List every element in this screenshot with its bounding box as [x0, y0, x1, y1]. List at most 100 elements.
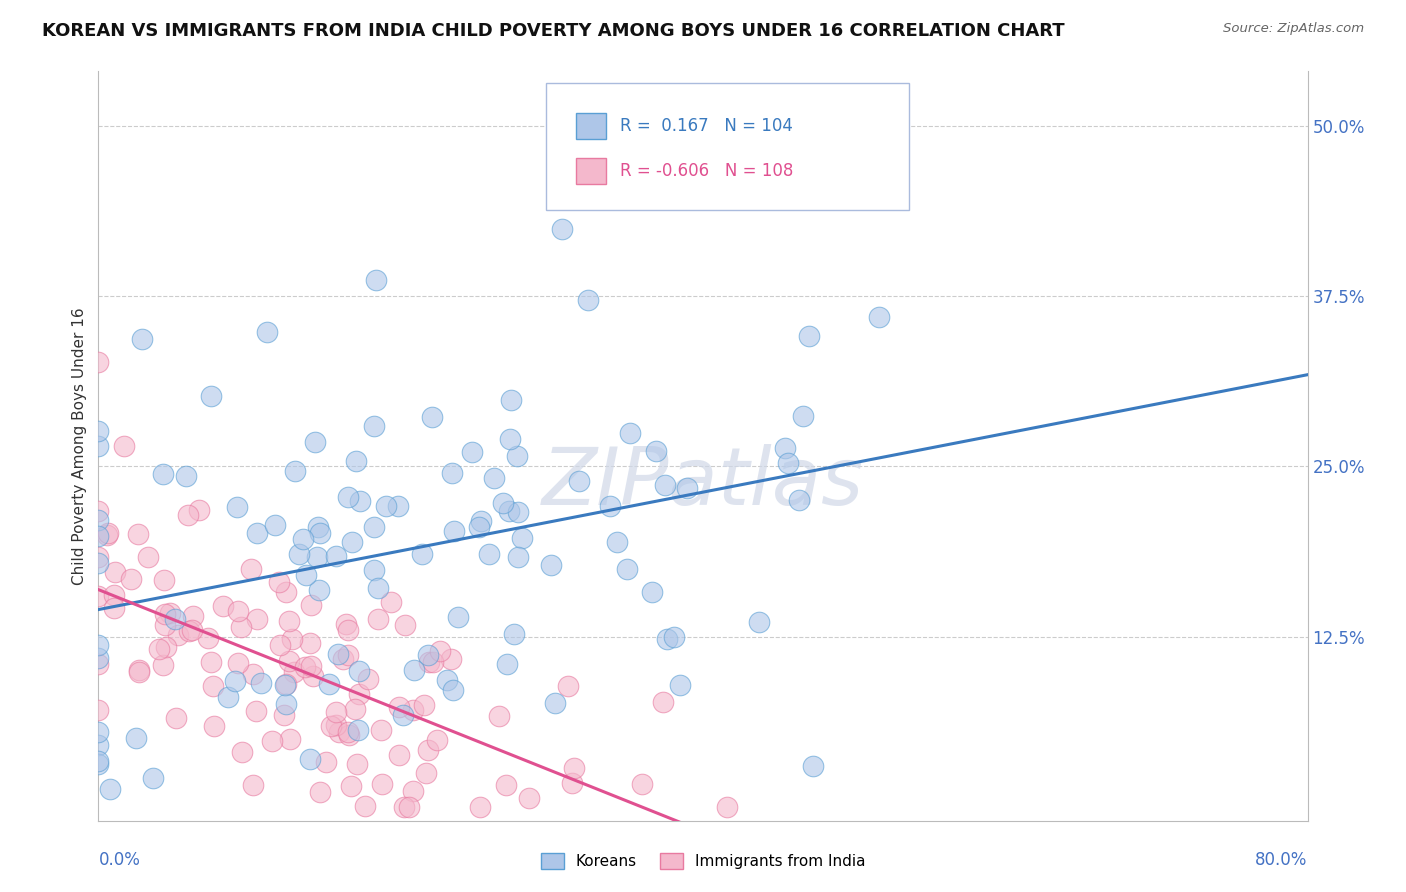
Point	[499, 392, 522, 407]
Point	[302, 669, 325, 683]
Point	[87, 657, 110, 671]
Point	[325, 549, 347, 563]
Point	[273, 707, 295, 722]
Point	[127, 527, 149, 541]
Point	[240, 562, 263, 576]
Point	[277, 614, 299, 628]
Text: R =  0.167   N = 104: R = 0.167 N = 104	[620, 117, 793, 135]
Point	[370, 723, 392, 738]
Point	[420, 409, 443, 424]
Point	[288, 547, 311, 561]
Point	[96, 528, 118, 542]
Point	[87, 725, 110, 739]
Point	[264, 518, 287, 533]
Point	[103, 601, 125, 615]
Point	[337, 490, 360, 504]
Point	[325, 706, 347, 720]
Point	[387, 500, 409, 514]
Point	[498, 503, 520, 517]
Point	[426, 733, 449, 747]
Point	[291, 532, 314, 546]
Point	[174, 469, 197, 483]
Point	[155, 618, 177, 632]
Point	[645, 444, 668, 458]
Point	[413, 698, 436, 713]
Point	[467, 520, 489, 534]
Point	[388, 700, 411, 714]
Point	[388, 747, 411, 762]
Point	[801, 758, 824, 772]
Point	[402, 784, 425, 798]
Point	[787, 492, 810, 507]
Point	[508, 505, 530, 519]
Point	[349, 494, 371, 508]
Text: 80.0%: 80.0%	[1256, 851, 1308, 869]
Text: R = -0.606   N = 108: R = -0.606 N = 108	[620, 162, 793, 180]
Point	[328, 725, 350, 739]
Point	[98, 781, 121, 796]
Point	[562, 761, 585, 775]
Point	[299, 659, 322, 673]
Point	[418, 656, 440, 670]
Legend: Koreans, Immigrants from India: Koreans, Immigrants from India	[534, 847, 872, 875]
Point	[436, 673, 458, 687]
Point	[778, 456, 800, 470]
Point	[470, 515, 492, 529]
Text: 0.0%: 0.0%	[98, 851, 141, 869]
Point	[347, 687, 370, 701]
Point	[495, 778, 517, 792]
Point	[641, 585, 664, 599]
Point	[799, 328, 821, 343]
Point	[283, 665, 305, 679]
Point	[561, 776, 583, 790]
Point	[416, 648, 439, 663]
Point	[87, 739, 110, 753]
Point	[441, 682, 464, 697]
Point	[392, 708, 415, 723]
Point	[87, 703, 110, 717]
Point	[212, 599, 235, 613]
Point	[468, 800, 491, 814]
Point	[394, 617, 416, 632]
Point	[200, 389, 222, 403]
Point	[499, 432, 522, 446]
Point	[619, 426, 641, 441]
Point	[605, 534, 627, 549]
Point	[87, 590, 110, 604]
Point	[318, 677, 340, 691]
Point	[440, 467, 463, 481]
Point	[256, 325, 278, 339]
Point	[284, 464, 307, 478]
Point	[148, 642, 170, 657]
Point	[401, 703, 423, 717]
Point	[128, 663, 150, 677]
Point	[226, 656, 249, 670]
Point	[675, 481, 697, 495]
Point	[153, 573, 176, 587]
Point	[197, 632, 219, 646]
Point	[631, 777, 654, 791]
Point	[422, 655, 444, 669]
Point	[274, 697, 297, 711]
Point	[128, 665, 150, 679]
Point	[181, 623, 204, 637]
Point	[166, 628, 188, 642]
Point	[87, 504, 110, 518]
Point	[478, 547, 501, 561]
Point	[87, 639, 110, 653]
Point	[366, 273, 388, 287]
Point	[655, 632, 678, 646]
Point	[315, 756, 337, 770]
Point	[651, 695, 673, 709]
Point	[120, 572, 142, 586]
Point	[97, 525, 120, 540]
Point	[269, 638, 291, 652]
Point	[152, 467, 174, 481]
Point	[568, 475, 591, 489]
Point	[367, 612, 389, 626]
Point	[354, 799, 377, 814]
Point	[503, 627, 526, 641]
Point	[325, 717, 347, 731]
Point	[87, 424, 110, 438]
Point	[443, 524, 465, 538]
